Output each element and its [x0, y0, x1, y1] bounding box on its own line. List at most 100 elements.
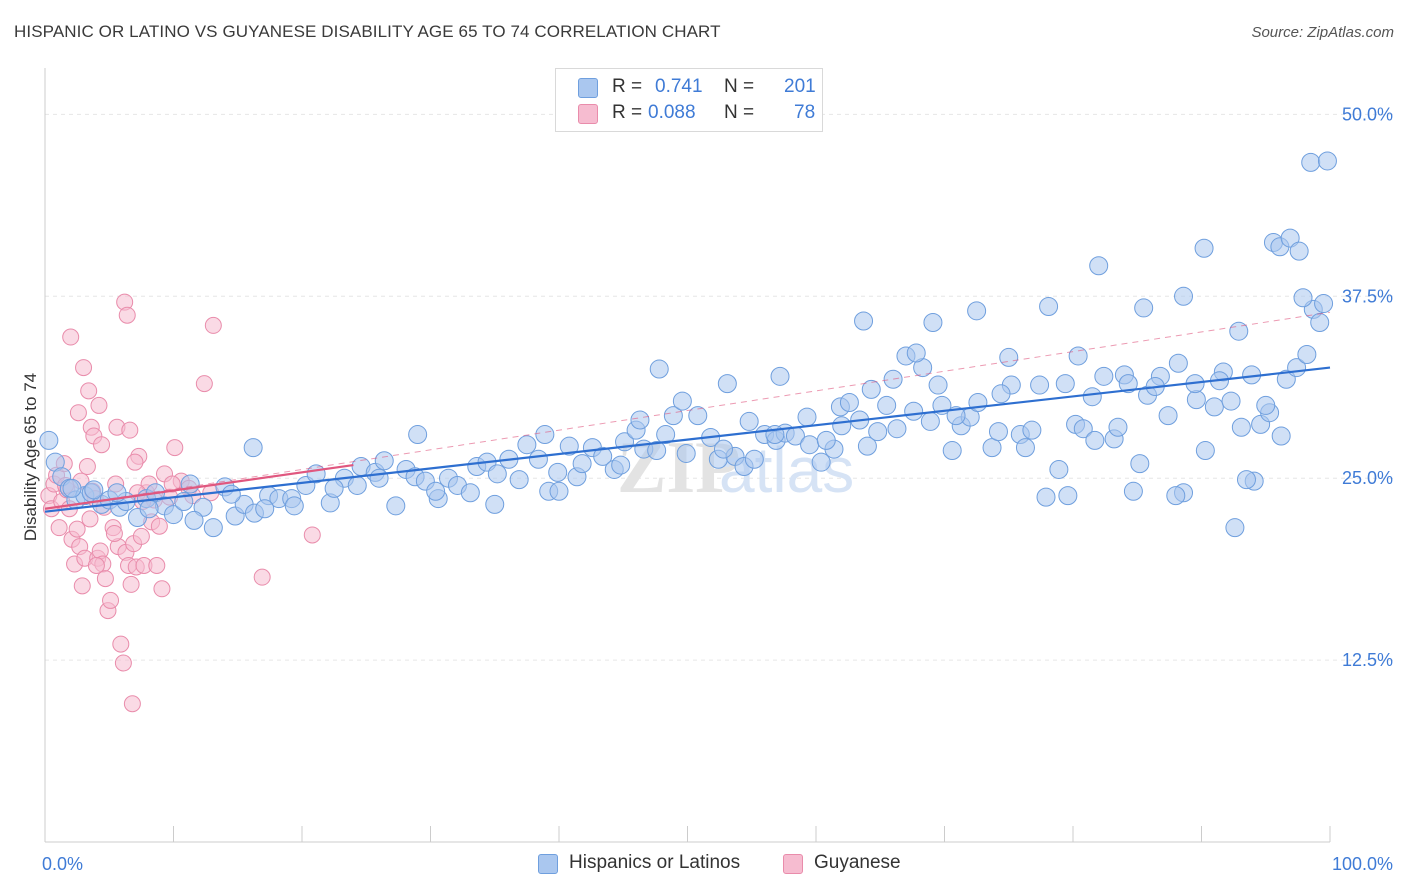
hispanic-point: [942, 441, 962, 461]
n-value: 78: [794, 102, 816, 123]
hispanic-point: [1186, 390, 1206, 410]
hispanic-point: [991, 384, 1011, 404]
hispanic-point: [39, 430, 59, 450]
hispanic-point: [184, 510, 204, 530]
hispanic-point: [877, 395, 897, 415]
guyanese-point: [303, 526, 321, 544]
guyanese-point: [122, 575, 140, 593]
guyanese-point: [121, 421, 139, 439]
hispanic-point: [243, 438, 263, 458]
hispanic-point: [1280, 228, 1300, 248]
hispanic-point: [739, 411, 759, 431]
hispanic-point: [408, 425, 428, 445]
hispanic-point: [928, 375, 948, 395]
hispanic-point: [656, 425, 676, 445]
guyanese-point: [105, 524, 123, 542]
hispanic-point: [676, 443, 696, 463]
hispanic-point: [1204, 397, 1224, 417]
hispanic-point: [883, 369, 903, 389]
hispanic-swatch: [578, 78, 598, 98]
guyanese-point: [75, 359, 93, 377]
hispanic-point: [904, 401, 924, 421]
guyanese-point: [126, 453, 144, 471]
hispanic-point: [1118, 374, 1138, 394]
hispanic-point: [1085, 430, 1105, 450]
hispanic-point: [797, 407, 817, 427]
guyanese-point: [132, 527, 150, 545]
guyanese-point: [69, 404, 87, 422]
hispanic-point: [535, 425, 555, 445]
hispanic-point: [1166, 486, 1186, 506]
hispanic-point: [1314, 294, 1334, 314]
hispanic-trend-line: [44, 366, 1331, 513]
r-value: 0.741: [655, 76, 703, 97]
hispanic-point: [347, 475, 367, 495]
hispanic-point: [1289, 241, 1309, 261]
guyanese-point: [195, 375, 213, 393]
trend-lines: [44, 311, 1331, 513]
y-tick-label: 12.5%: [1342, 650, 1393, 670]
guyanese-point: [163, 475, 181, 493]
hispanic-point: [593, 446, 613, 466]
hispanic-point: [509, 470, 529, 490]
guyanese-point: [114, 654, 132, 672]
hispanic-point: [485, 494, 505, 514]
axes: [44, 68, 1331, 843]
n-label: N =: [724, 76, 755, 97]
hispanic-point: [487, 464, 507, 484]
hispanic-point: [1310, 312, 1330, 332]
hispanic-point: [988, 422, 1008, 442]
hispanic-point: [1123, 481, 1143, 501]
y-tick-label: 50.0%: [1342, 104, 1393, 124]
hispanic-point: [832, 416, 852, 436]
hispanic-point: [426, 481, 446, 501]
hispanic-point: [255, 499, 275, 519]
guyanese-trend-extension: [44, 311, 1331, 510]
guyanese-point: [253, 568, 271, 586]
hispanic-point: [203, 518, 223, 538]
hispanic-point: [1236, 470, 1256, 490]
hispanic-legend-label: Hispanics or Latinos: [569, 852, 741, 873]
hispanic-point: [663, 406, 683, 426]
hispanic-point: [1221, 391, 1241, 411]
guyanese-point: [118, 306, 136, 324]
guyanese-trend-line: [44, 464, 354, 510]
guyanese-point: [102, 591, 120, 609]
hispanic-point: [647, 441, 667, 461]
guyanese-point: [87, 557, 105, 575]
hispanic-point: [559, 436, 579, 456]
hispanic-point: [164, 505, 183, 525]
guyanese-point: [68, 520, 86, 538]
hispanic-legend-swatch: [538, 854, 558, 874]
hispanic-point: [517, 435, 537, 455]
hispanic-point: [1271, 426, 1291, 446]
hispanic-point: [1089, 256, 1109, 276]
hispanic-point: [800, 435, 820, 455]
y-axis-label: Disability Age 65 to 74: [21, 373, 40, 541]
hispanic-point: [770, 366, 790, 386]
hispanic-point: [369, 468, 389, 488]
guyanese-point: [153, 580, 171, 598]
guyanese-point: [50, 519, 68, 537]
guyanese-point: [90, 396, 108, 414]
hispanic-points: [39, 151, 1337, 538]
hispanic-point: [1082, 387, 1102, 407]
hispanic-point: [386, 496, 406, 516]
y-tick-label: 25.0%: [1342, 468, 1393, 488]
hispanic-point: [920, 411, 940, 431]
guyanese-legend-label: Guyanese: [814, 852, 901, 873]
hispanic-point: [744, 449, 764, 469]
hispanic-point: [1130, 454, 1150, 474]
hispanic-point: [221, 484, 241, 504]
hispanic-point: [906, 343, 926, 363]
hispanic-point: [717, 374, 737, 394]
hispanic-point: [1293, 288, 1313, 308]
hispanic-point: [1036, 487, 1056, 507]
hispanic-point: [1039, 296, 1059, 316]
guyanese-point: [62, 328, 80, 346]
guyanese-legend-swatch: [783, 854, 803, 874]
hispanic-point: [1194, 238, 1214, 258]
n-label: N =: [724, 102, 755, 123]
guyanese-point: [73, 577, 91, 595]
